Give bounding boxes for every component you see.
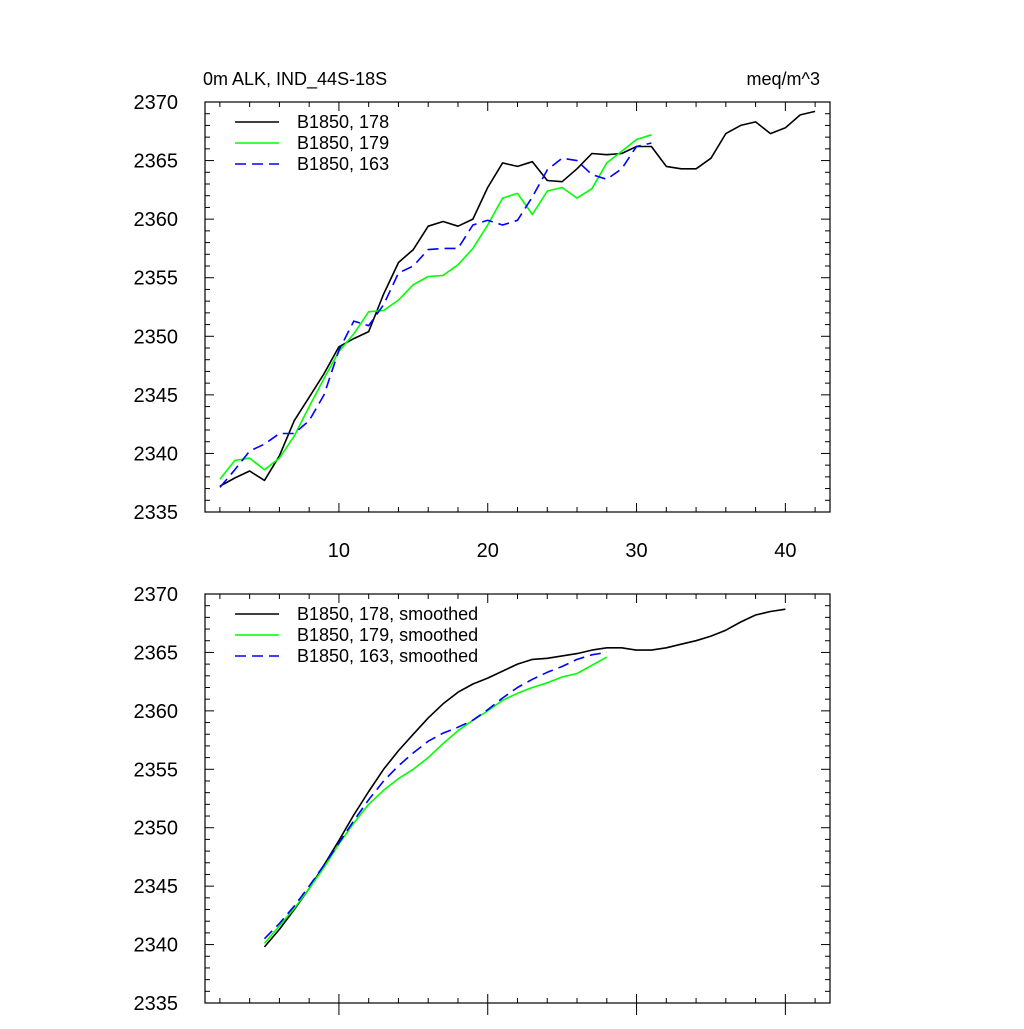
y-tick-label: 2340 [134,443,179,465]
legend-label: B1850, 163, smoothed [297,646,478,666]
series-line-3 [219,142,652,488]
x-tick-label: 20 [477,540,499,562]
x-tick-label: 10 [328,540,350,562]
legend-label: B1850, 178, smoothed [297,604,478,624]
series-line-1 [219,110,816,487]
series-line-3 [263,651,607,940]
legend-label: B1850, 179, smoothed [297,625,478,645]
x-tick-label: 30 [625,540,647,562]
y-tick-label: 2350 [134,818,179,840]
y-tick-label: 2360 [134,209,179,231]
y-tick-label: 2365 [134,642,179,664]
units-label: meq/m^3 [747,69,820,89]
y-tick-label: 2355 [134,759,179,781]
series-line-2 [263,656,608,944]
y-tick-label: 2335 [134,502,179,524]
y-tick-label: 2335 [134,993,179,1015]
series-line-1 [263,608,786,948]
chart-title: 0m ALK, IND_44S-18S [203,69,387,90]
x-tick-label: 40 [774,540,796,562]
bottom-panel: 2335 2340 2345 2350 2355 2360 2365 2370 B1850, 1… [134,584,831,1015]
y-tick-label: 2340 [134,935,179,957]
legend-label: B1850, 179 [297,133,389,153]
legend-label: B1850, 178 [297,112,389,132]
y-tick-label: 2345 [134,385,179,407]
top-panel: 2335 2340 2345 2350 2355 2360 2365 2370 10 20 30 40… [134,69,831,562]
y-tick-label: 2370 [134,584,179,606]
y-tick-label: 2355 [134,268,179,290]
y-tick-label: 2370 [134,92,179,114]
y-tick-label: 2360 [134,701,179,723]
series-line-2 [219,134,652,480]
y-tick-label: 2365 [134,151,179,173]
y-tick-label: 2345 [134,876,179,898]
legend-label: B1850, 163 [297,154,389,174]
y-tick-label: 2350 [134,326,179,348]
